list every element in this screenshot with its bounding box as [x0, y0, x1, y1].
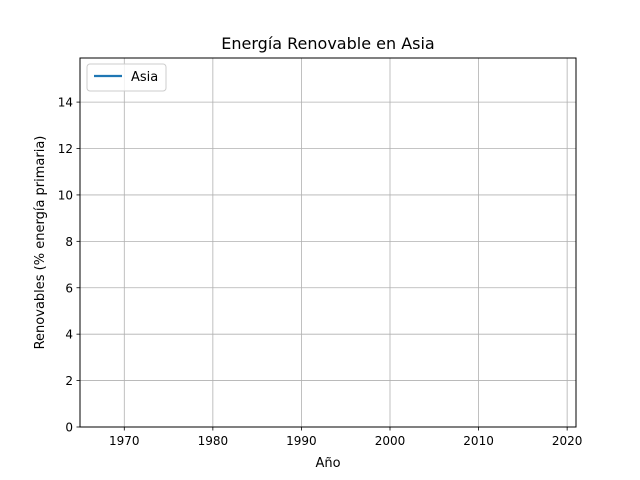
x-axis-label: Año [315, 456, 340, 471]
y-tick-label: 0 [65, 421, 73, 435]
y-tick-label: 2 [65, 374, 73, 388]
x-tick-label: 2000 [375, 434, 406, 448]
plot-area [79, 57, 577, 428]
y-axis-ticks: 0 2 4 6 8 10 12 14 [58, 96, 80, 435]
legend-label-asia: Asia [131, 70, 158, 85]
plot-background [80, 58, 576, 427]
x-tick-label: 2010 [463, 434, 494, 448]
x-tick-label: 2020 [552, 434, 583, 448]
x-tick-label: 1980 [198, 434, 229, 448]
plot-frame [79, 57, 577, 428]
legend: Asia [86, 63, 167, 92]
grid-lines [80, 58, 576, 428]
legend-box [86, 63, 167, 92]
y-tick-label: 8 [65, 235, 73, 249]
chart-title: Energía Renovable en Asia [221, 34, 434, 53]
y-tick-label: 10 [58, 188, 73, 202]
x-tick-label: 1970 [109, 434, 140, 448]
x-tick-label: 1990 [286, 434, 317, 448]
y-tick-label: 12 [58, 142, 73, 156]
x-axis-ticks: 1970 1980 1990 2000 2010 2020 [109, 427, 582, 448]
y-tick-label: 4 [65, 328, 73, 342]
y-axis-label: Renovables (% energía primaria) [33, 136, 48, 350]
y-tick-label: 6 [65, 281, 73, 295]
y-tick-label: 14 [58, 96, 73, 110]
